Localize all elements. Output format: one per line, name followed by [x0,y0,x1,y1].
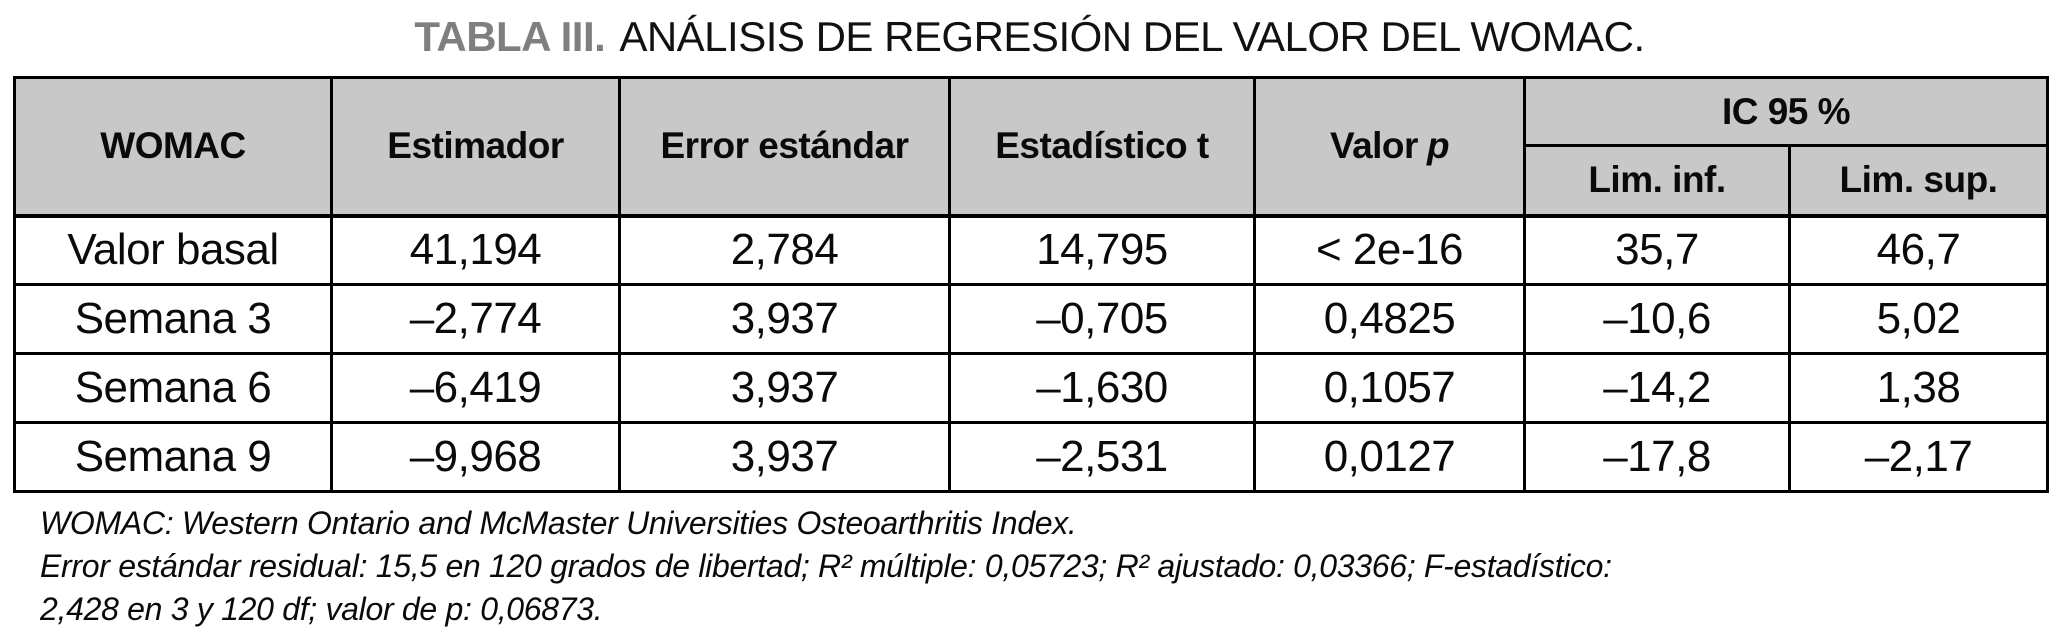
table-title-text: ANÁLISIS DE REGRESIÓN DEL VALOR DEL WOMA… [619,13,1645,60]
cell-estadistico-t: 14,795 [948,213,1256,286]
cell-lim-sup: 5,02 [1788,283,2049,355]
cell-lim-sup: –2,17 [1788,421,2049,493]
regression-table: WOMAC Estimador Error estándar Estadísti… [13,76,2049,493]
table-title: TABLA III. ANÁLISIS DE REGRESIÓN DEL VALO… [0,0,2059,62]
table-title-number: TABLA III. [414,13,606,60]
cell-estadistico-t: –0,705 [948,283,1256,355]
header-error-estandar: Error estándar [618,76,951,218]
cell-lim-inf: –10,6 [1523,283,1791,355]
cell-valor-p: 0,4825 [1253,283,1526,355]
header-lim-sup: Lim. sup. [1788,144,2049,218]
table-body: Valor basal 41,194 2,784 14,795 < 2e-16 … [13,213,2049,493]
header-ic95: IC 95 % [1523,76,2049,147]
cell-valor-p: 0,0127 [1253,421,1526,493]
cell-estadistico-t: –2,531 [948,421,1256,493]
cell-lim-inf: 35,7 [1523,213,1791,286]
cell-lim-sup: 46,7 [1788,213,2049,286]
table-row-semana-6: Semana 6 –6,419 3,937 –1,630 0,1057 –14,… [13,352,2049,424]
cell-estimador: 41,194 [330,213,621,286]
cell-error-estandar: 2,784 [618,213,951,286]
cell-lim-inf: –14,2 [1523,352,1791,424]
table-row-valor-basal: Valor basal 41,194 2,784 14,795 < 2e-16 … [13,213,2049,286]
cell-lim-inf: –17,8 [1523,421,1791,493]
table-header: WOMAC Estimador Error estándar Estadísti… [13,76,2049,218]
cell-valor-p: 0,1057 [1253,352,1526,424]
header-womac: WOMAC [13,76,333,218]
header-row-sub: Lim. inf. Lim. sup. [15,144,2049,218]
table-row-semana-3: Semana 3 –2,774 3,937 –0,705 0,4825 –10,… [13,283,2049,355]
cell-estadistico-t: –1,630 [948,352,1256,424]
cell-valor-p: < 2e-16 [1253,213,1526,286]
cell-row-label: Valor basal [13,213,333,286]
cell-error-estandar: 3,937 [618,352,951,424]
cell-error-estandar: 3,937 [618,283,951,355]
cell-row-label: Semana 9 [13,421,333,493]
cell-estimador: –9,968 [330,421,621,493]
cell-lim-sup: 1,38 [1788,352,2049,424]
footnote-regression-stats-2: 2,428 en 3 y 120 df; valor de p: 0,06873… [40,591,603,627]
header-row-top: WOMAC Estimador Error estándar Estadísti… [13,76,2049,218]
header-estimador: Estimador [330,76,621,218]
header-lim-inf: Lim. inf. [1523,144,1791,218]
table-row-semana-9: Semana 9 –9,968 3,937 –2,531 0,0127 –17,… [13,421,2049,493]
table-footnotes: WOMAC: Western Ontario and McMaster Univ… [40,502,2059,631]
header-valor-p-symbol: p [1426,125,1450,167]
cell-estimador: –2,774 [330,283,621,355]
footnote-regression-stats-1: Error estándar residual: 15,5 en 120 gra… [40,548,1612,584]
header-valor-p: Valor p [1253,76,1526,218]
footnote-womac-definition: WOMAC: Western Ontario and McMaster Univ… [40,505,1077,541]
cell-row-label: Semana 3 [13,283,333,355]
cell-row-label: Semana 6 [13,352,333,424]
cell-error-estandar: 3,937 [618,421,951,493]
header-valor-p-prefix: Valor [1329,125,1419,167]
cell-estimador: –6,419 [330,352,621,424]
header-estadistico-t: Estadístico t [948,76,1256,218]
